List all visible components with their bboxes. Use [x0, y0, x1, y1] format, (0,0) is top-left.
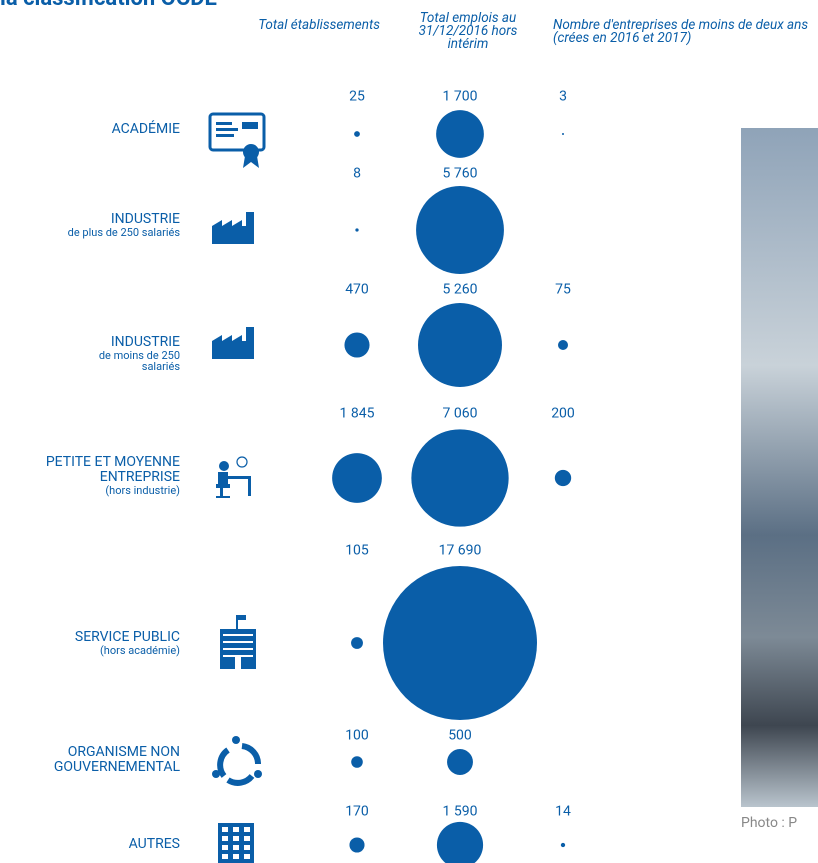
- icon: [212, 736, 262, 783]
- photo: [741, 128, 818, 807]
- value-label: 8: [353, 166, 361, 182]
- value-label: 7 060: [443, 406, 478, 422]
- column-header: Total établissements: [255, 19, 380, 32]
- value-label: 3: [559, 89, 567, 105]
- bubble: [351, 756, 363, 768]
- bubble: [383, 566, 537, 720]
- column-header: Total emplois au 31/12/2016 hors intérim: [418, 12, 518, 51]
- bubble: [411, 429, 508, 526]
- category-name: AUTRES: [0, 837, 180, 852]
- bubble: [349, 837, 364, 852]
- category-name: INDUSTRIE: [0, 335, 180, 350]
- value-label: 5 760: [443, 166, 478, 182]
- category-note: (hors académie): [60, 645, 180, 656]
- category-label: PETITE ET MOYENNE ENTREPRISE(hors indust…: [0, 455, 180, 496]
- category-label: ACADÉMIE: [0, 122, 180, 137]
- icon: [212, 212, 254, 244]
- photo-caption: Photo : P: [741, 815, 797, 831]
- category-label: AUTRES: [0, 837, 180, 852]
- category-name: SERVICE PUBLIC: [0, 630, 180, 645]
- category-name: INDUSTRIE: [0, 212, 180, 227]
- category-note: de plus de 250 salariés: [60, 227, 180, 238]
- value-label: 14: [555, 804, 571, 820]
- bubble: [355, 228, 358, 231]
- icon: [216, 457, 251, 498]
- icon: [210, 114, 264, 168]
- bubble: [437, 822, 483, 863]
- category-name: ACADÉMIE: [0, 122, 180, 137]
- bubble: [555, 470, 571, 486]
- value-label: 1 845: [340, 406, 375, 422]
- bubble: [332, 453, 382, 503]
- category-name: ORGANISME NON GOUVERNEMENTAL: [0, 745, 180, 775]
- value-label: 100: [345, 728, 369, 744]
- bubble: [561, 843, 565, 847]
- category-label: SERVICE PUBLIC(hors académie): [0, 630, 180, 656]
- value-label: 75: [555, 282, 571, 298]
- category-note: de moins de 250 salariés: [60, 350, 180, 372]
- column-header: Nombre d'entreprises de moins de deux an…: [553, 19, 818, 45]
- value-label: 1 700: [443, 89, 478, 105]
- value-label: 170: [345, 804, 369, 820]
- value-label: 5 260: [443, 282, 478, 298]
- icon: [212, 327, 254, 359]
- bubble: [558, 340, 568, 350]
- value-label: 105: [345, 543, 369, 559]
- bubble: [416, 186, 504, 274]
- value-label: 200: [551, 406, 575, 422]
- bubble: [354, 131, 360, 137]
- bubble: [344, 332, 369, 357]
- bubble: [447, 749, 473, 775]
- page: 25 1 700 3 8 5 760 470 5 260 75 1 845 7 060 200 105…: [0, 0, 818, 863]
- value-label: 17 690: [439, 543, 482, 559]
- value-label: 500: [448, 728, 472, 744]
- bubble: [436, 110, 484, 158]
- title: la classification OCDE: [0, 0, 217, 11]
- value-label: 25: [349, 89, 365, 105]
- value-label: 470: [345, 282, 369, 298]
- bubble: [562, 133, 564, 135]
- bubble: [351, 637, 363, 649]
- category-note: (hors industrie): [60, 485, 180, 496]
- category-label: ORGANISME NON GOUVERNEMENTAL: [0, 745, 180, 775]
- icon: [218, 823, 254, 863]
- category-name: PETITE ET MOYENNE ENTREPRISE: [0, 455, 180, 485]
- bubble: [418, 303, 502, 387]
- icon: [220, 615, 256, 669]
- value-label: 1 590: [443, 804, 478, 820]
